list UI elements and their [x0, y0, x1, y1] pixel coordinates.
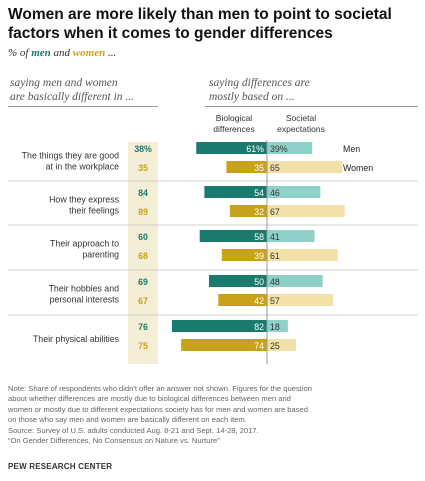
note-line: on those who say men and women are basic…	[8, 415, 247, 425]
percent-different-value: 60	[138, 232, 148, 242]
biological-bar	[229, 205, 267, 217]
biological-bar	[204, 186, 267, 198]
societal-value: 25	[270, 341, 280, 351]
biological-bar	[209, 275, 267, 287]
chart-note: Note: Share of respondents who didn't of…	[8, 384, 418, 446]
biological-value: 54	[254, 188, 264, 198]
biological-value: 32	[254, 207, 264, 217]
societal-bar	[267, 294, 334, 306]
societal-value: 57	[270, 296, 280, 306]
biological-value: 61%	[246, 144, 264, 154]
societal-value: 67	[270, 207, 280, 217]
category-label: The things they are good	[22, 151, 119, 161]
category-label: at in the workplace	[46, 162, 119, 172]
societal-bar	[267, 205, 345, 217]
societal-value: 46	[270, 188, 280, 198]
societal-bar	[267, 161, 343, 173]
category-label: their feelings	[69, 206, 119, 216]
subtitle-and: and	[50, 47, 73, 59]
percent-different-value: 67	[138, 296, 148, 306]
percent-different-band	[128, 142, 158, 364]
societal-bar	[267, 186, 321, 198]
societal-value: 48	[270, 277, 280, 287]
biological-value: 82	[254, 322, 264, 332]
soc-label-line2: expectations	[277, 124, 325, 134]
biological-bar	[226, 161, 267, 173]
category-label: personal interests	[50, 295, 120, 305]
biological-bar	[171, 320, 267, 332]
percent-different-value: 84	[138, 188, 148, 198]
biological-value: 58	[254, 232, 264, 242]
biological-value: 74	[254, 341, 264, 351]
note-line: about whether differences are mostly due…	[8, 394, 291, 404]
category-label: Their physical abilities	[33, 334, 120, 344]
percent-different-value: 68	[138, 251, 148, 261]
category-label: Their approach to	[50, 239, 119, 249]
note-line: Note: Share of respondents who didn't of…	[8, 384, 312, 393]
percent-different-value: 76	[138, 322, 148, 332]
biological-value: 35	[254, 163, 264, 173]
biological-value: 42	[254, 296, 264, 306]
soc-label-line1: Societal	[285, 113, 317, 123]
note-line: women or mostly due to different expecta…	[8, 404, 308, 414]
societal-bar	[267, 230, 315, 242]
source-line: Source: Survey of U.S. adults conducted …	[8, 425, 259, 435]
report-title-line: “On Gender Differences, No Consensus on …	[8, 436, 220, 446]
percent-different-value: 69	[138, 277, 148, 287]
biological-bar	[181, 339, 267, 351]
biological-column-label: Biological differences	[204, 113, 264, 135]
bio-label-line1: Biological	[215, 113, 253, 123]
category-label: parenting	[82, 250, 119, 260]
percent-different-value: 38%	[134, 144, 152, 154]
percent-different-value: 89	[138, 207, 148, 217]
chart-subtitle: % of men and women ...	[8, 47, 116, 59]
biological-bar	[199, 230, 267, 242]
subtitle-women: women	[72, 47, 106, 59]
societal-value: 65	[270, 163, 280, 173]
societal-value: 18	[270, 322, 280, 332]
societal-bar	[267, 142, 313, 154]
left-header-rule	[8, 106, 158, 107]
subtitle-suffix: ...	[105, 47, 117, 59]
biological-bar	[221, 249, 267, 261]
biological-bar	[196, 142, 267, 154]
societal-value: 39%	[270, 144, 288, 154]
right-header-rule	[205, 106, 418, 107]
chart-title: Women are more likely than men to point …	[8, 6, 392, 42]
biological-value: 50	[254, 277, 264, 287]
legend-women: Women	[343, 163, 373, 173]
bio-label-line2: differences	[213, 124, 255, 134]
category-label: How they express	[49, 195, 120, 205]
left-column-header: saying men and women are basically diffe…	[10, 76, 134, 104]
societal-bar	[267, 249, 338, 261]
percent-different-value: 35	[138, 163, 148, 173]
legend-men: Men	[343, 144, 360, 154]
right-header-line1: saying differences are	[209, 77, 310, 89]
societal-value: 61	[270, 251, 280, 261]
societal-bar	[267, 320, 288, 332]
biological-bar	[218, 294, 267, 306]
biological-value: 39	[254, 251, 264, 261]
category-label: Their hobbies and	[49, 284, 120, 294]
pew-research-center-logo: PEW RESEARCH CENTER	[8, 462, 113, 471]
percent-different-value: 75	[138, 341, 148, 351]
societal-bar	[267, 275, 323, 287]
right-header-line2: mostly based on ...	[209, 91, 295, 103]
left-header-line2: are basically different in ...	[10, 91, 135, 103]
right-column-header: saying differences are mostly based on .…	[209, 76, 310, 104]
societal-value: 41	[270, 232, 280, 242]
societal-column-label: Societal expectations	[268, 113, 334, 135]
subtitle-prefix: % of	[8, 47, 32, 59]
left-header-line1: saying men and women	[10, 77, 118, 89]
subtitle-men: men	[31, 47, 51, 59]
societal-bar	[267, 339, 296, 351]
